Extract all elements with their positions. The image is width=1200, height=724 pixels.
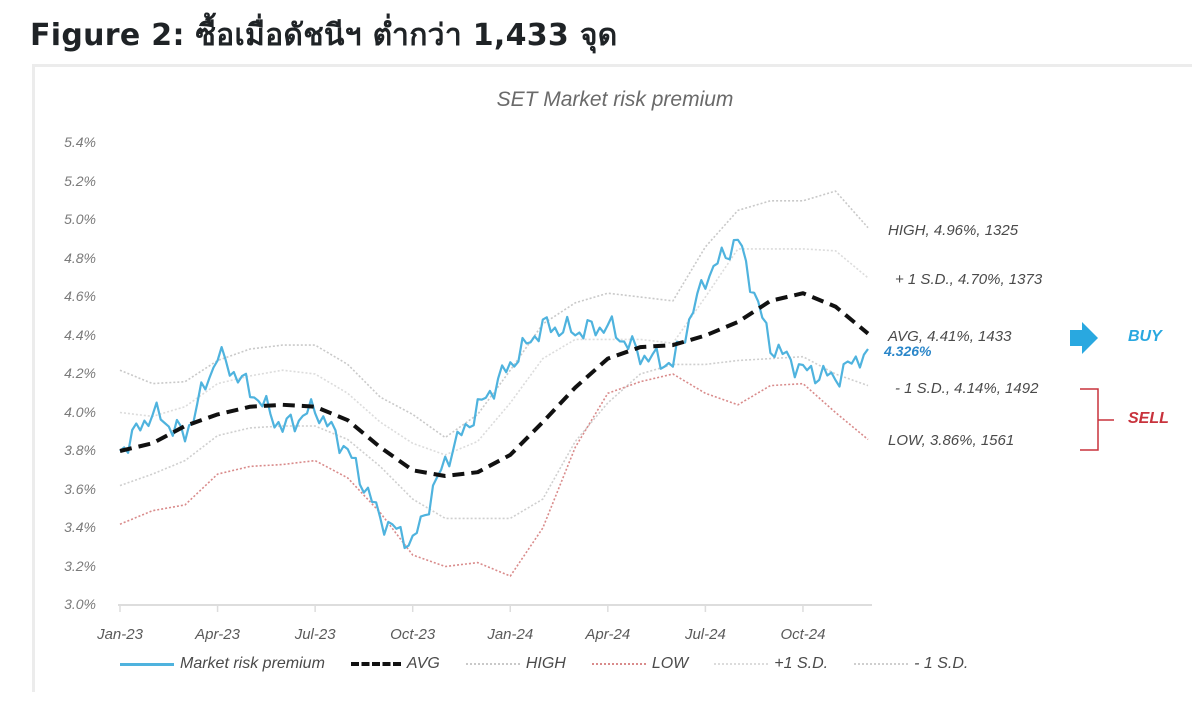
series-avg: [119, 291, 870, 478]
y-tick-label: 4.6%: [64, 288, 96, 304]
legend-label: HIGH: [525, 655, 566, 672]
legend-label: - 1 S.D.: [914, 655, 969, 672]
x-tick-marks: [119, 605, 804, 612]
series-low: [119, 373, 869, 577]
legend-swatch-mrp: [120, 662, 174, 666]
y-tick-label: 4.4%: [64, 326, 96, 343]
legend-item-avg: AVG: [350, 655, 440, 673]
series-1-s-d: [119, 248, 869, 456]
buy-signal: BUY: [1128, 328, 1162, 345]
series-high: [119, 190, 869, 439]
x-tick-label: Oct-24: [780, 626, 826, 643]
legend-item-high: HIGH: [465, 655, 566, 673]
legend-label: LOW: [651, 655, 689, 672]
legend-swatch-avg: [350, 662, 401, 666]
annotation-current-value: 4.326%: [884, 343, 932, 359]
legend-swatch-high: [465, 663, 520, 665]
y-tick-label: 4.8%: [64, 249, 96, 266]
y-tick-label: 4.2%: [64, 365, 96, 381]
annotation-minus1sd: - 1 S.D., 4.14%, 1492: [895, 380, 1039, 397]
chart-title: SET Market risk premium: [496, 88, 734, 111]
annotation-avg: AVG, 4.41%, 1433: [888, 328, 1012, 345]
y-tick-label: 5.2%: [64, 172, 96, 189]
sell-signal: SELL: [1128, 410, 1169, 427]
x-tick-label: Apr-23: [195, 626, 240, 643]
chart-frame: [32, 64, 1192, 692]
x-tick-label: Oct-23: [390, 626, 436, 643]
annotation-plus1sd: + 1 S.D., 4.70%, 1373: [895, 271, 1043, 288]
y-tick-label: 3.4%: [64, 519, 96, 535]
figure-title: Figure 2: ซื้อเมื่อดัชนีฯ ต่ำกว่า 1,433 …: [30, 18, 618, 53]
legend-label: AVG: [406, 655, 440, 672]
series-layer: [119, 190, 870, 577]
y-tick-label: 3.8%: [64, 442, 96, 458]
annotation-low: LOW, 3.86%, 1561: [888, 432, 1015, 449]
y-tick-label: 3.0%: [64, 596, 96, 612]
y-tick-label: 5.0%: [64, 211, 96, 227]
y-tick-label: 4.0%: [64, 403, 96, 420]
legend-item-minus1sd: - 1 S.D.: [854, 655, 968, 673]
series-market-risk-premium: [119, 238, 869, 550]
legend: Market risk premium AVG HIGH LOW +1 S.D.…: [120, 655, 994, 673]
x-tick-label: Jul-23: [294, 626, 336, 643]
x-tick-label: Jan-23: [97, 626, 143, 643]
legend-item-mrp: Market risk premium: [120, 655, 325, 673]
x-tick-label: Jan-24: [487, 626, 534, 643]
legend-label: Market risk premium: [180, 655, 325, 672]
buy-arrow-icon: [1070, 322, 1098, 354]
legend-swatch-plus1sd: [714, 663, 769, 665]
legend-label: +1 S.D.: [774, 655, 829, 672]
annotation-high: HIGH, 4.96%, 1325: [888, 222, 1019, 239]
y-tick-label: 3.6%: [64, 480, 96, 497]
sell-bracket-icon: [1080, 388, 1114, 451]
y-tick-label: 3.2%: [64, 557, 96, 574]
legend-item-low: LOW: [591, 655, 689, 673]
legend-swatch-low: [591, 663, 646, 665]
x-tick-label: Apr-24: [585, 626, 631, 643]
legend-swatch-minus1sd: [854, 663, 909, 665]
y-tick-label: 5.4%: [64, 134, 96, 150]
x-tick-label: Jul-24: [684, 626, 726, 643]
legend-item-plus1sd: +1 S.D.: [714, 655, 828, 673]
